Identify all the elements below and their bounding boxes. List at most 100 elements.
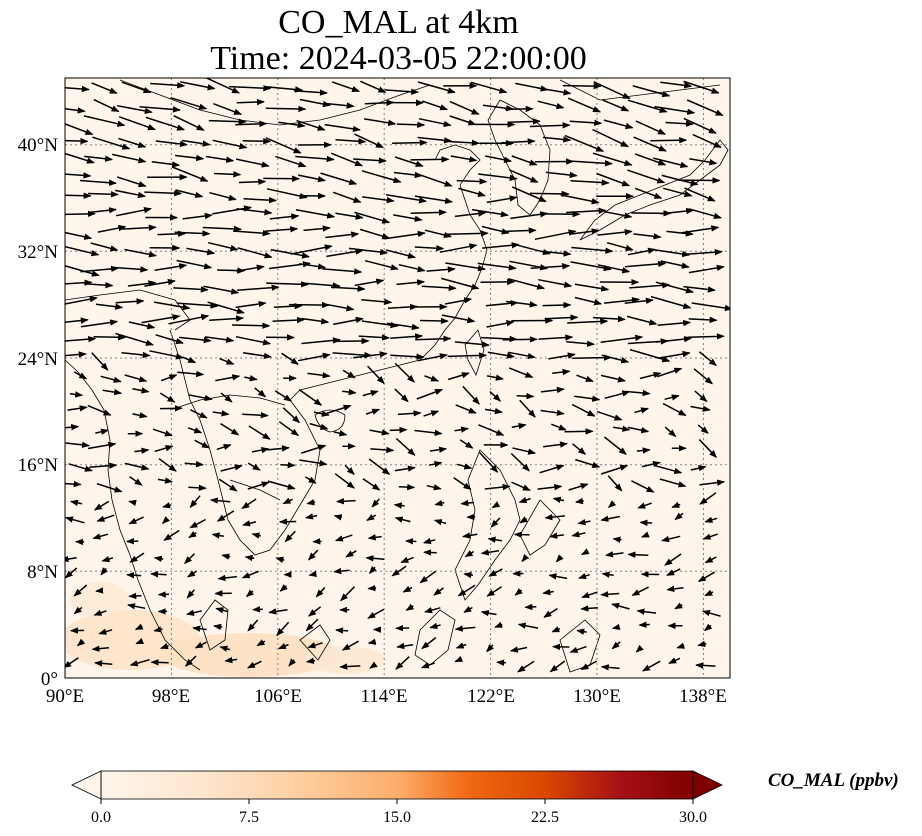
wind-vector — [600, 664, 620, 671]
wind-vector — [420, 662, 435, 669]
wind-vector — [312, 538, 322, 545]
wind-vector — [433, 587, 444, 596]
wind-vector — [91, 645, 110, 652]
wind-vector — [395, 656, 410, 670]
wind-vector — [180, 81, 216, 91]
wind-vector — [566, 207, 607, 214]
wind-vector — [325, 231, 360, 239]
wind-vector — [209, 315, 245, 322]
wind-vector — [279, 584, 288, 592]
wind-vector — [320, 172, 358, 186]
wind-vector — [574, 395, 601, 402]
wind-vector — [245, 589, 255, 598]
wind-vector — [340, 586, 356, 602]
wind-vector — [634, 187, 663, 199]
wind-vector — [690, 405, 711, 412]
wind-vector — [301, 317, 330, 325]
wind-vector — [394, 465, 416, 472]
wind-vector — [484, 483, 511, 491]
wind-vector — [694, 390, 708, 403]
wind-vector — [567, 318, 609, 325]
wind-vector — [555, 554, 564, 563]
wind-vector — [124, 248, 157, 258]
wind-vector — [172, 166, 209, 182]
wind-vector — [246, 660, 262, 669]
wind-vector — [657, 350, 691, 359]
wind-vector — [65, 516, 85, 524]
wind-vector — [601, 571, 614, 578]
wind-vector — [394, 362, 415, 383]
wind-vector — [367, 365, 385, 385]
wind-vector — [633, 136, 667, 152]
wind-vector — [116, 206, 152, 217]
wind-vector — [496, 659, 506, 666]
wind-vector — [238, 178, 267, 185]
wind-vector — [414, 429, 443, 436]
wind-vector — [353, 157, 387, 164]
colorbar-gradient — [101, 771, 693, 799]
wind-vector — [265, 137, 302, 154]
wind-vector — [127, 280, 157, 287]
wind-vector — [208, 118, 247, 125]
wind-vector — [145, 116, 186, 131]
wind-vector — [218, 478, 238, 492]
wind-vector — [581, 591, 598, 599]
wind-vector — [348, 247, 389, 256]
wind-vector — [69, 391, 84, 398]
wind-vector — [656, 367, 683, 378]
wind-vector — [433, 519, 447, 526]
wind-vector — [386, 249, 416, 259]
wind-vector — [163, 529, 180, 541]
wind-vector — [96, 482, 123, 493]
wind-vector — [450, 155, 478, 163]
wind-vector — [273, 302, 303, 310]
wind-vector — [441, 314, 476, 324]
wind-vector — [567, 97, 602, 113]
wind-vector — [267, 480, 296, 490]
wind-vector — [189, 495, 201, 508]
wind-vector — [637, 502, 652, 509]
wind-vector — [80, 179, 117, 186]
wind-vector — [282, 407, 301, 424]
wind-vector — [447, 352, 488, 359]
lat-tick-label: 8°N — [27, 562, 58, 583]
wind-vector — [326, 248, 364, 258]
wind-vector — [153, 555, 164, 563]
wind-vector — [631, 586, 649, 596]
wind-vector — [236, 98, 265, 106]
wind-vector — [439, 243, 478, 253]
wind-vector — [299, 98, 331, 108]
wind-vector — [664, 394, 680, 401]
wind-vector — [231, 322, 271, 329]
wind-vector — [641, 460, 661, 468]
wind-vector — [385, 194, 427, 204]
wind-vector — [308, 570, 317, 577]
wind-vector — [65, 567, 78, 579]
wind-vector — [518, 496, 531, 504]
wind-vector — [455, 642, 467, 649]
wind-vector — [529, 122, 571, 129]
wind-vector — [508, 351, 536, 360]
wind-vector — [152, 428, 173, 437]
wind-vector — [490, 517, 501, 528]
wind-vector — [668, 657, 681, 664]
wind-vector — [194, 641, 207, 649]
wind-vector — [410, 156, 450, 163]
wind-vector — [494, 621, 503, 628]
wind-vector — [655, 335, 692, 343]
wind-vector — [276, 621, 290, 637]
wind-vector — [571, 246, 614, 254]
wind-vector — [116, 104, 153, 115]
wind-vector — [418, 117, 452, 128]
wind-vector — [341, 640, 359, 651]
wind-vector — [697, 424, 709, 434]
wind-vector — [690, 465, 707, 472]
wind-vector — [458, 187, 486, 197]
wind-vector — [141, 314, 181, 324]
wind-vector — [305, 513, 318, 520]
wind-vector — [486, 374, 504, 381]
wind-vector — [701, 610, 721, 617]
wind-vector — [115, 298, 145, 305]
wind-vector — [426, 266, 456, 273]
wind-vector — [396, 279, 426, 286]
